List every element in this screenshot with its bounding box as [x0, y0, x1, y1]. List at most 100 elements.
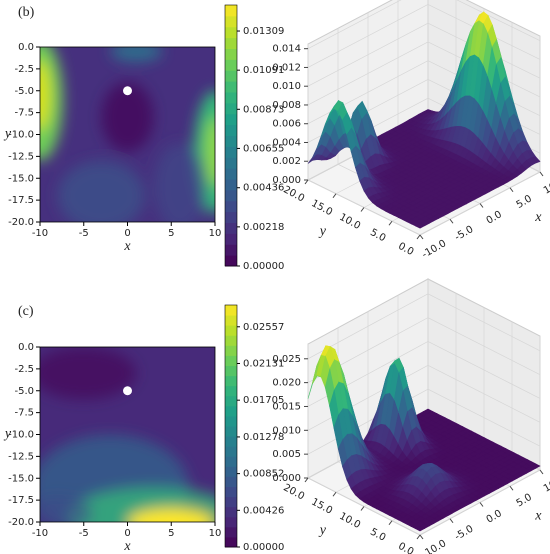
heatmap-blob: [40, 60, 51, 131]
x-tick: [419, 234, 424, 240]
z-tick-label: 0.000: [272, 473, 301, 484]
colorbar-tick-label: 0.00655: [243, 143, 284, 154]
grid-line: [307, 0, 402, 49]
y-tick: [360, 506, 365, 511]
x-tick-label: 10.0: [542, 474, 550, 495]
colorbar-band: [225, 200, 237, 213]
colorbar-band: [225, 135, 237, 147]
x-axis-label: x: [123, 539, 131, 554]
colorbar-band: [225, 211, 237, 223]
colorbar-band: [225, 157, 237, 169]
colorbar-band: [225, 113, 237, 126]
y-tick-label: -10.0: [8, 130, 34, 141]
colorbar-band: [225, 335, 237, 346]
colorbar-band: [225, 233, 237, 245]
heatmap: [40, 347, 215, 522]
y-tick-label: 0.0: [18, 42, 34, 53]
y-axis-label: y: [3, 127, 12, 142]
x-tick-label: 5: [168, 528, 174, 539]
colorbar-band: [225, 26, 237, 39]
x-tick-label: -5.0: [453, 224, 475, 243]
y-tick: [332, 193, 337, 199]
y-tick-label: -5.0: [14, 86, 34, 97]
colorbar-frame: [224, 304, 238, 548]
colorbar-band: [225, 375, 237, 387]
heatmap-blob: [57, 160, 145, 222]
x-tick-label: 5.0: [515, 492, 534, 509]
y-tick-label: -7.5: [14, 408, 34, 419]
heatmap-blob: [205, 117, 215, 187]
x-tick-label: -10.0: [420, 238, 448, 260]
colorbar-band: [225, 92, 237, 104]
grid-line: [427, 317, 541, 375]
colorbar-band: [225, 325, 237, 336]
x-tick-label: 0: [124, 228, 130, 239]
x-tick: [539, 171, 544, 177]
x-tick: [479, 203, 484, 208]
y-tick-label: 0.0: [396, 541, 415, 554]
heatmap-blobs: [40, 47, 215, 222]
colorbar-band: [225, 456, 237, 467]
z-tick-label: 0.015: [272, 401, 301, 412]
y-tick-label: 10.0: [337, 511, 362, 531]
y-tick-label: -17.5: [8, 495, 34, 506]
heatmap-blob: [110, 47, 163, 62]
y-tick-label: 20.0: [281, 482, 306, 502]
z-tick-label: 0.004: [272, 137, 301, 148]
colorbar-band: [225, 102, 237, 115]
y-tick: [360, 207, 365, 212]
colorbar-band: [225, 255, 237, 267]
y-tick-label: -15.0: [8, 173, 34, 184]
y-axis-label: y: [318, 224, 327, 239]
colorbar-band: [225, 476, 237, 487]
z-tick-label: 0.008: [272, 100, 301, 111]
x-tick: [419, 534, 424, 540]
y-tick: [304, 179, 309, 185]
colorbar-band: [225, 466, 237, 477]
colorbar-band: [225, 37, 237, 49]
y-tick-label: -20.0: [8, 517, 34, 528]
colorbar-band: [225, 59, 237, 71]
x-tick-label: 5: [168, 228, 174, 239]
x-tick-label: -10: [32, 528, 48, 539]
x-axis-label: x: [123, 239, 131, 254]
x-tick-label: 5.0: [515, 193, 534, 210]
x-tick: [449, 218, 454, 224]
colorbar-tick-label: 0.01091: [243, 65, 284, 76]
z-tick-label: 0.020: [272, 378, 301, 389]
y-tick-label: 0.0: [18, 342, 34, 353]
grid-line: [307, 365, 429, 431]
y-tick: [416, 234, 421, 240]
x-tick: [509, 485, 514, 491]
colorbar-band: [225, 189, 237, 202]
colorbar-band: [225, 446, 237, 457]
y-tick-label: -12.5: [8, 451, 34, 462]
y-tick-label: 15.0: [309, 497, 334, 517]
heatmap-blob: [153, 143, 207, 222]
colorbar-band: [225, 70, 237, 82]
y-tick: [388, 520, 393, 526]
z-tick-label: 0.005: [272, 449, 301, 460]
panel-label: (c): [18, 304, 34, 319]
x-tick-label: 0: [124, 528, 130, 539]
heatmap: [40, 47, 215, 222]
y-tick-label: 15.0: [309, 198, 334, 218]
colorbar-band: [225, 244, 237, 256]
marker: [123, 86, 132, 96]
x-tick: [479, 502, 484, 507]
colorbar-tick-label: 0.01278: [243, 432, 284, 443]
y-axis-label: y: [318, 523, 327, 538]
y-tick-label: -2.5: [14, 64, 34, 75]
z-tick-label: 0.010: [272, 425, 301, 436]
colorbar-band: [225, 305, 237, 316]
colorbar-tick-label: 0.00426: [243, 505, 284, 516]
surface: [307, 345, 541, 532]
colorbar-band: [225, 5, 237, 17]
x-tick-label: 0.0: [485, 508, 504, 525]
colorbar-band: [225, 436, 237, 447]
heatmap-blob: [127, 508, 215, 522]
y-tick-label: 5.0: [368, 527, 387, 544]
colorbar-frame: [224, 4, 238, 267]
colorbar-tick-label: 0.01309: [243, 26, 284, 37]
